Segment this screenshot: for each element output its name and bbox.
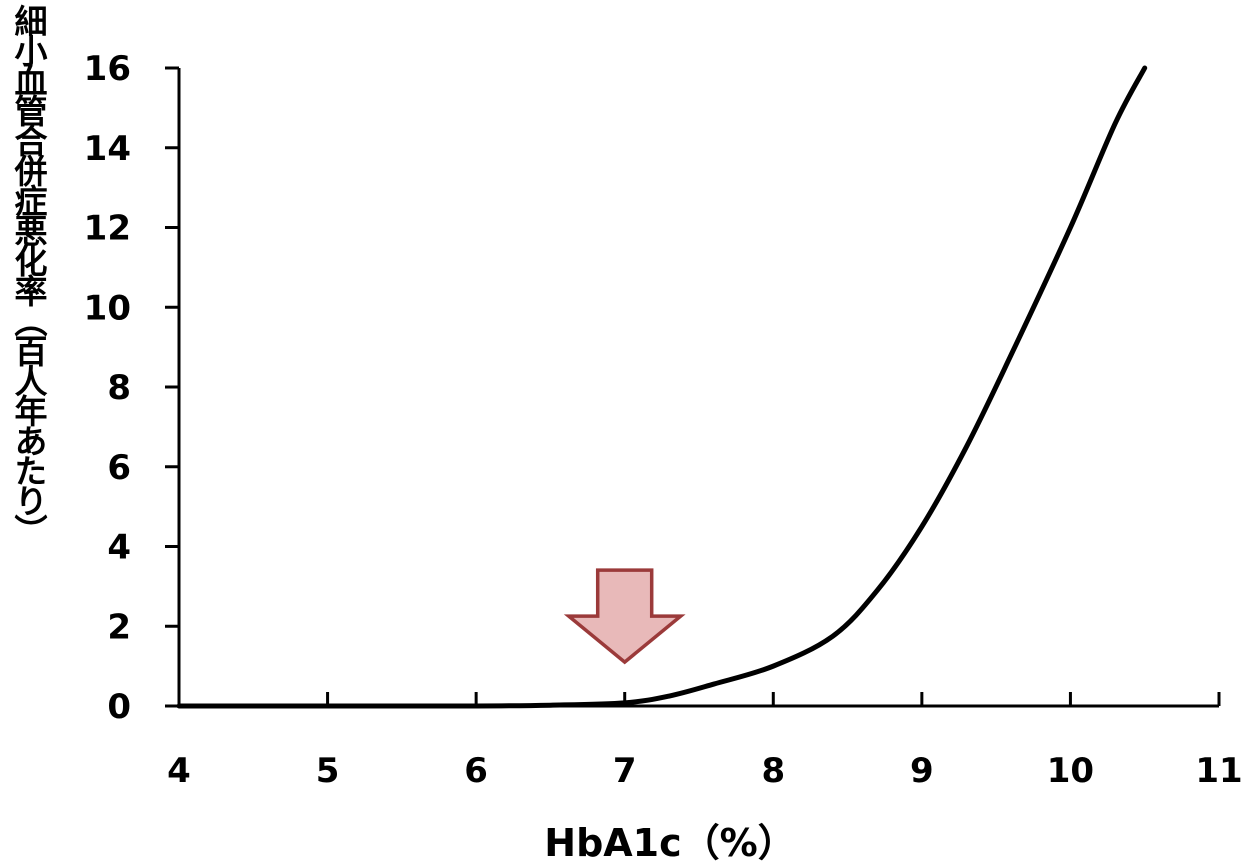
y-tick-label: 16 [84, 49, 131, 89]
x-tick-label: 8 [761, 751, 785, 791]
y-tick-label: 8 [107, 368, 131, 408]
y-tick-label: 2 [107, 607, 131, 647]
series [176, 65, 1148, 709]
x-tick-label: 4 [167, 751, 191, 791]
annotations [563, 568, 686, 665]
x-tick-label: 5 [316, 751, 340, 791]
x-tick-label: 10 [1047, 751, 1094, 791]
axes [177, 68, 1219, 708]
y-axis-title: 細小血管合併症悪化率（百人年あたり） [9, 4, 48, 544]
down-arrow-annotation [563, 568, 686, 665]
tick-labels: 4 5 6 7 8 9 10 11 0 2 4 6 8 10 12 14 16 [84, 49, 1243, 791]
x-axis-title: HbA1c（%） [544, 821, 796, 865]
series-line [176, 65, 1148, 709]
x-tick-label: 9 [910, 751, 934, 791]
y-tick-label: 0 [107, 687, 131, 727]
ticks [165, 66, 1221, 708]
y-tick-label: 4 [107, 528, 131, 568]
x-tick-label: 11 [1195, 751, 1242, 791]
y-tick-label: 6 [107, 448, 131, 488]
y-tick-label: 12 [84, 209, 131, 249]
y-tick-label: 10 [84, 288, 131, 328]
y-tick-label: 14 [84, 129, 131, 169]
x-tick-label: 6 [464, 751, 488, 791]
x-tick-label: 7 [613, 751, 637, 791]
